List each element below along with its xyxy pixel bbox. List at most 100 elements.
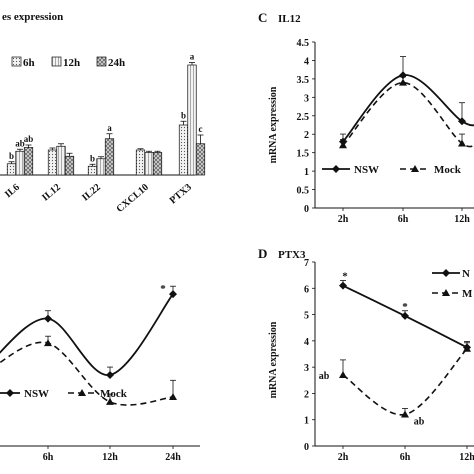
legend-marker-mock [78, 389, 86, 396]
nsw-point [106, 370, 114, 379]
legend-marker-nsw [442, 269, 450, 277]
significance-label: b [9, 151, 14, 161]
mock-point [44, 339, 52, 347]
bar [144, 152, 154, 176]
significance-label: c [199, 124, 203, 134]
mock-point [458, 139, 466, 147]
legend-label: Mock [100, 388, 128, 400]
x-tick-label: 12h [102, 452, 118, 463]
series-line [342, 74, 474, 143]
significance-label: a [190, 52, 195, 62]
bar [135, 149, 146, 176]
y-tick-label: 4.5 [297, 38, 310, 49]
y-tick-label: 3.5 [297, 75, 310, 86]
legend-marker-nsw [6, 389, 14, 397]
category-label: IL6 [3, 182, 22, 200]
x-tick-label: 6h [400, 452, 411, 463]
y-tick-label: 1 [304, 416, 309, 427]
bar [47, 149, 58, 176]
chart-title: es expression [2, 11, 63, 23]
bar [56, 145, 66, 176]
significance-label: ab [15, 138, 25, 148]
y-tick-label: 7 [304, 258, 309, 269]
legend-swatch [11, 56, 22, 67]
panel-ptx3-line-chart: D PTX3 0 1 2 3 4 5 6 7 mRNA expression 2h 6h 12h * * ab a… [258, 246, 474, 463]
series-line [0, 341, 174, 406]
category-label: IL12 [40, 182, 63, 204]
significance-star: * [402, 301, 408, 313]
x-tick-label: 12h [459, 452, 474, 463]
bar [64, 155, 75, 176]
category-label: CXCL10 [114, 182, 150, 215]
y-tick-label: 3 [304, 363, 309, 374]
mock-point [401, 410, 409, 418]
significance-star: * [342, 271, 348, 283]
category-label: IL22 [80, 182, 103, 204]
legend-label: 6h [23, 57, 35, 69]
bar [104, 138, 115, 176]
chart-title: IL12 [278, 13, 301, 25]
y-tick-label: 2 [304, 130, 309, 141]
bar [178, 124, 189, 176]
nsw-point [44, 314, 52, 323]
series-line [342, 81, 474, 148]
x-tick-label: 2h [338, 452, 349, 463]
legend-marker-mock [442, 289, 450, 296]
y-tick-label: 6 [304, 284, 309, 295]
x-tick-label: 12h [454, 214, 470, 225]
y-axis-label: mRNA expression [268, 86, 279, 163]
chart-title: PTX3 [278, 249, 306, 261]
legend-marker-nsw [332, 165, 340, 173]
legend-label: Mock [434, 164, 462, 176]
panel-letter: D [258, 246, 267, 261]
bar [195, 143, 206, 176]
y-tick-label: 2 [304, 389, 309, 400]
bar [96, 158, 106, 176]
mock-point [399, 78, 407, 86]
legend-label: 12h [63, 57, 80, 69]
bar [23, 147, 34, 176]
nsw-point [339, 281, 347, 290]
bar [187, 64, 197, 176]
panel-il12-line-chart: C IL12 0 0.5 1 1.5 2 2.5 3 3.5 4 4.5 mRNA expression… [258, 10, 474, 225]
mock-point [339, 371, 347, 379]
y-tick-label: 0.5 [297, 186, 310, 197]
legend-label: 24h [108, 57, 125, 69]
significance-label: a [107, 123, 112, 133]
y-tick-label: 4 [304, 337, 309, 348]
nsw-point [401, 311, 409, 320]
y-tick-label: 1 [304, 167, 309, 178]
legend-swatch [51, 56, 62, 67]
panel-bottom-left-line-chart: 6h 12h 24h * NSW Mock [0, 283, 200, 463]
bar [6, 163, 17, 176]
y-tick-label: 3 [304, 93, 309, 104]
bar [87, 165, 98, 176]
legend-marker-mock [411, 165, 419, 172]
panel-letter: C [258, 10, 267, 25]
mock-point [463, 344, 471, 352]
nsw-point [458, 117, 466, 126]
y-tick-label: 0 [304, 204, 309, 215]
y-tick-label: 2.5 [297, 112, 310, 123]
mock-point [339, 141, 347, 149]
significance-label: b [181, 110, 186, 120]
significance-label: b [90, 153, 95, 163]
series-line [0, 293, 174, 376]
y-tick-label: 0 [304, 442, 309, 453]
x-tick-label: 24h [165, 452, 181, 463]
y-tick-label: 5 [304, 311, 309, 322]
bar [15, 150, 25, 176]
series-line [342, 348, 468, 416]
significance-star: * [160, 283, 166, 295]
legend-label: NSW [354, 164, 379, 176]
mock-point [169, 393, 177, 400]
significance-label: ab [24, 134, 34, 144]
y-tick-label: 4 [304, 56, 309, 67]
mock-point [106, 397, 114, 405]
nsw-point [169, 290, 177, 299]
significance-label: ab [319, 371, 330, 382]
x-tick-label: 2h [338, 214, 349, 225]
category-label: PTX3 [168, 182, 194, 206]
